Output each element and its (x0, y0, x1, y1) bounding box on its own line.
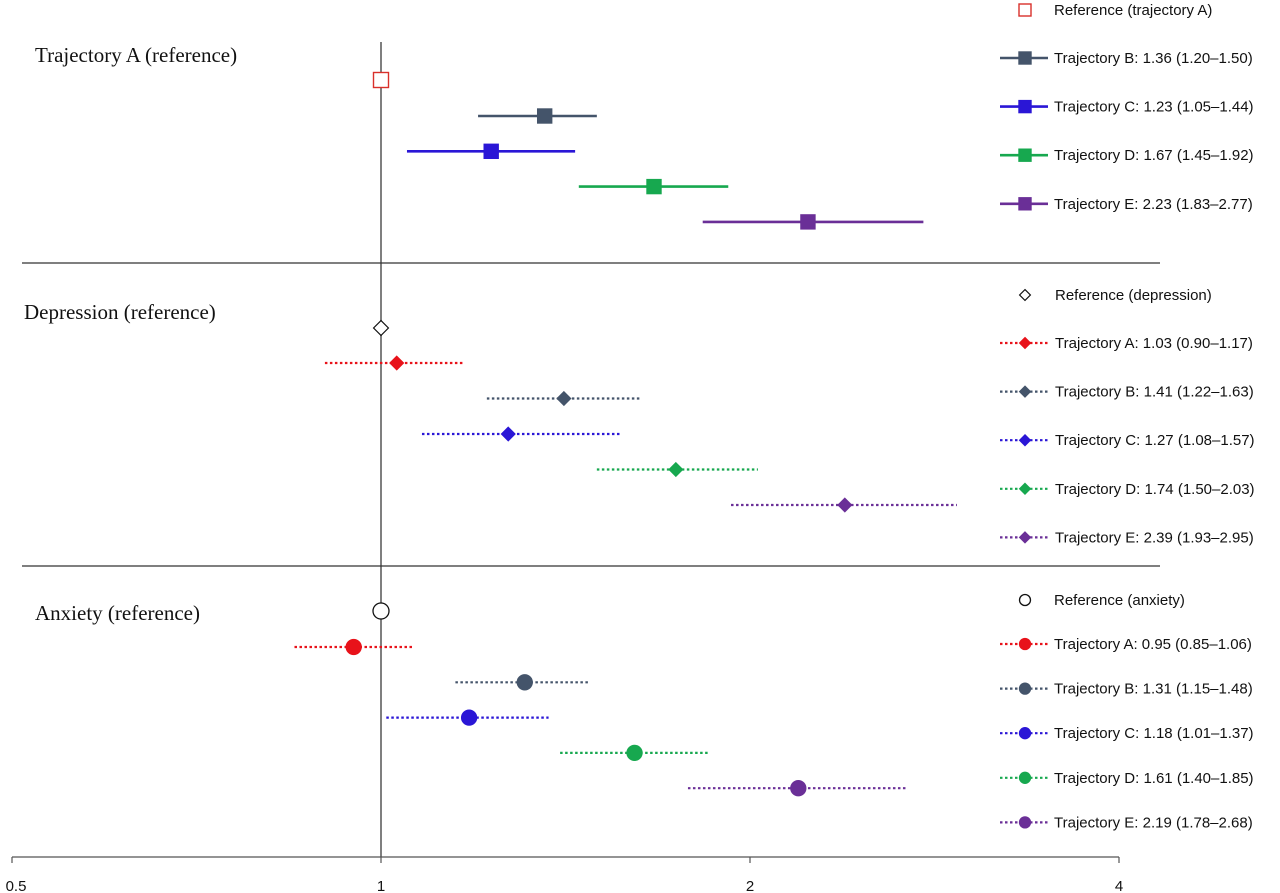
point-estimate (389, 355, 405, 371)
point-estimate (516, 674, 533, 691)
legend-label: Trajectory E: 2.23 (1.83–2.77) (1054, 196, 1253, 213)
legend-marker (1018, 682, 1032, 695)
legend-label: Trajectory B: 1.31 (1.15–1.48) (1054, 681, 1253, 698)
point-estimate (646, 178, 662, 195)
point-estimate (500, 426, 516, 442)
legend-label: Trajectory D: 1.74 (1.50–2.03) (1055, 481, 1255, 498)
legend-label: Trajectory B: 1.41 (1.22–1.63) (1055, 384, 1254, 401)
x-tick-label: 2 (746, 878, 754, 893)
point-estimate (837, 497, 853, 513)
reference-marker (372, 602, 390, 620)
legend-label: Trajectory E: 2.39 (1.93–2.95) (1055, 529, 1254, 546)
legend-marker (1018, 531, 1032, 544)
legend-marker (1018, 197, 1032, 211)
legend-label: Trajectory E: 2.19 (1.78–2.68) (1054, 814, 1253, 831)
legend-label: Trajectory D: 1.67 (1.45–1.92) (1054, 147, 1254, 164)
legend-marker (1018, 336, 1032, 350)
legend-marker (1018, 816, 1032, 829)
legend-label: Trajectory C: 1.18 (1.01–1.37) (1054, 725, 1254, 742)
legend-label: Trajectory A: 1.03 (0.90–1.17) (1055, 335, 1253, 352)
point-estimate (668, 461, 684, 478)
point-estimate (800, 214, 816, 230)
legend-label: Trajectory C: 1.27 (1.08–1.57) (1055, 432, 1255, 449)
legend-marker (1018, 727, 1032, 740)
x-tick-label: 1 (377, 878, 385, 893)
x-tick-label: 4 (1115, 878, 1123, 893)
legend-reference-label: Reference (trajectory A) (1054, 2, 1212, 19)
reference-marker (372, 319, 390, 337)
legend-marker (1018, 637, 1032, 651)
legend-marker (1018, 99, 1032, 114)
panel-title: Trajectory A (reference) (35, 43, 237, 67)
point-estimate (536, 108, 553, 124)
legend-marker (1018, 771, 1032, 784)
legend-marker (1018, 385, 1032, 398)
legend-reference-marker (1018, 593, 1032, 607)
point-estimate (556, 390, 572, 407)
legend-marker (1018, 482, 1032, 496)
legend-reference-marker (1018, 288, 1032, 302)
legend-reference-label: Reference (anxiety) (1054, 592, 1185, 609)
point-estimate (626, 744, 643, 762)
legend-reference-marker (1018, 3, 1032, 17)
point-estimate (460, 709, 478, 726)
point-estimate (345, 638, 362, 656)
legend-label: Trajectory A: 0.95 (0.85–1.06) (1054, 636, 1252, 653)
panel-title: Anxiety (reference) (35, 601, 200, 625)
legend-marker (1018, 51, 1032, 65)
legend-marker (1018, 148, 1032, 162)
x-tick-label: 0.5 (6, 878, 27, 893)
point-estimate (790, 780, 807, 797)
point-estimate (483, 143, 499, 160)
legend-label: Trajectory C: 1.23 (1.05–1.44) (1054, 99, 1254, 116)
legend-label: Trajectory D: 1.61 (1.40–1.85) (1054, 770, 1254, 787)
legend-label: Trajectory B: 1.36 (1.20–1.50) (1054, 50, 1253, 67)
reference-marker (372, 71, 390, 89)
panel-title: Depression (reference) (24, 300, 216, 324)
legend-reference-label: Reference (depression) (1055, 287, 1212, 304)
legend-marker (1018, 433, 1032, 447)
